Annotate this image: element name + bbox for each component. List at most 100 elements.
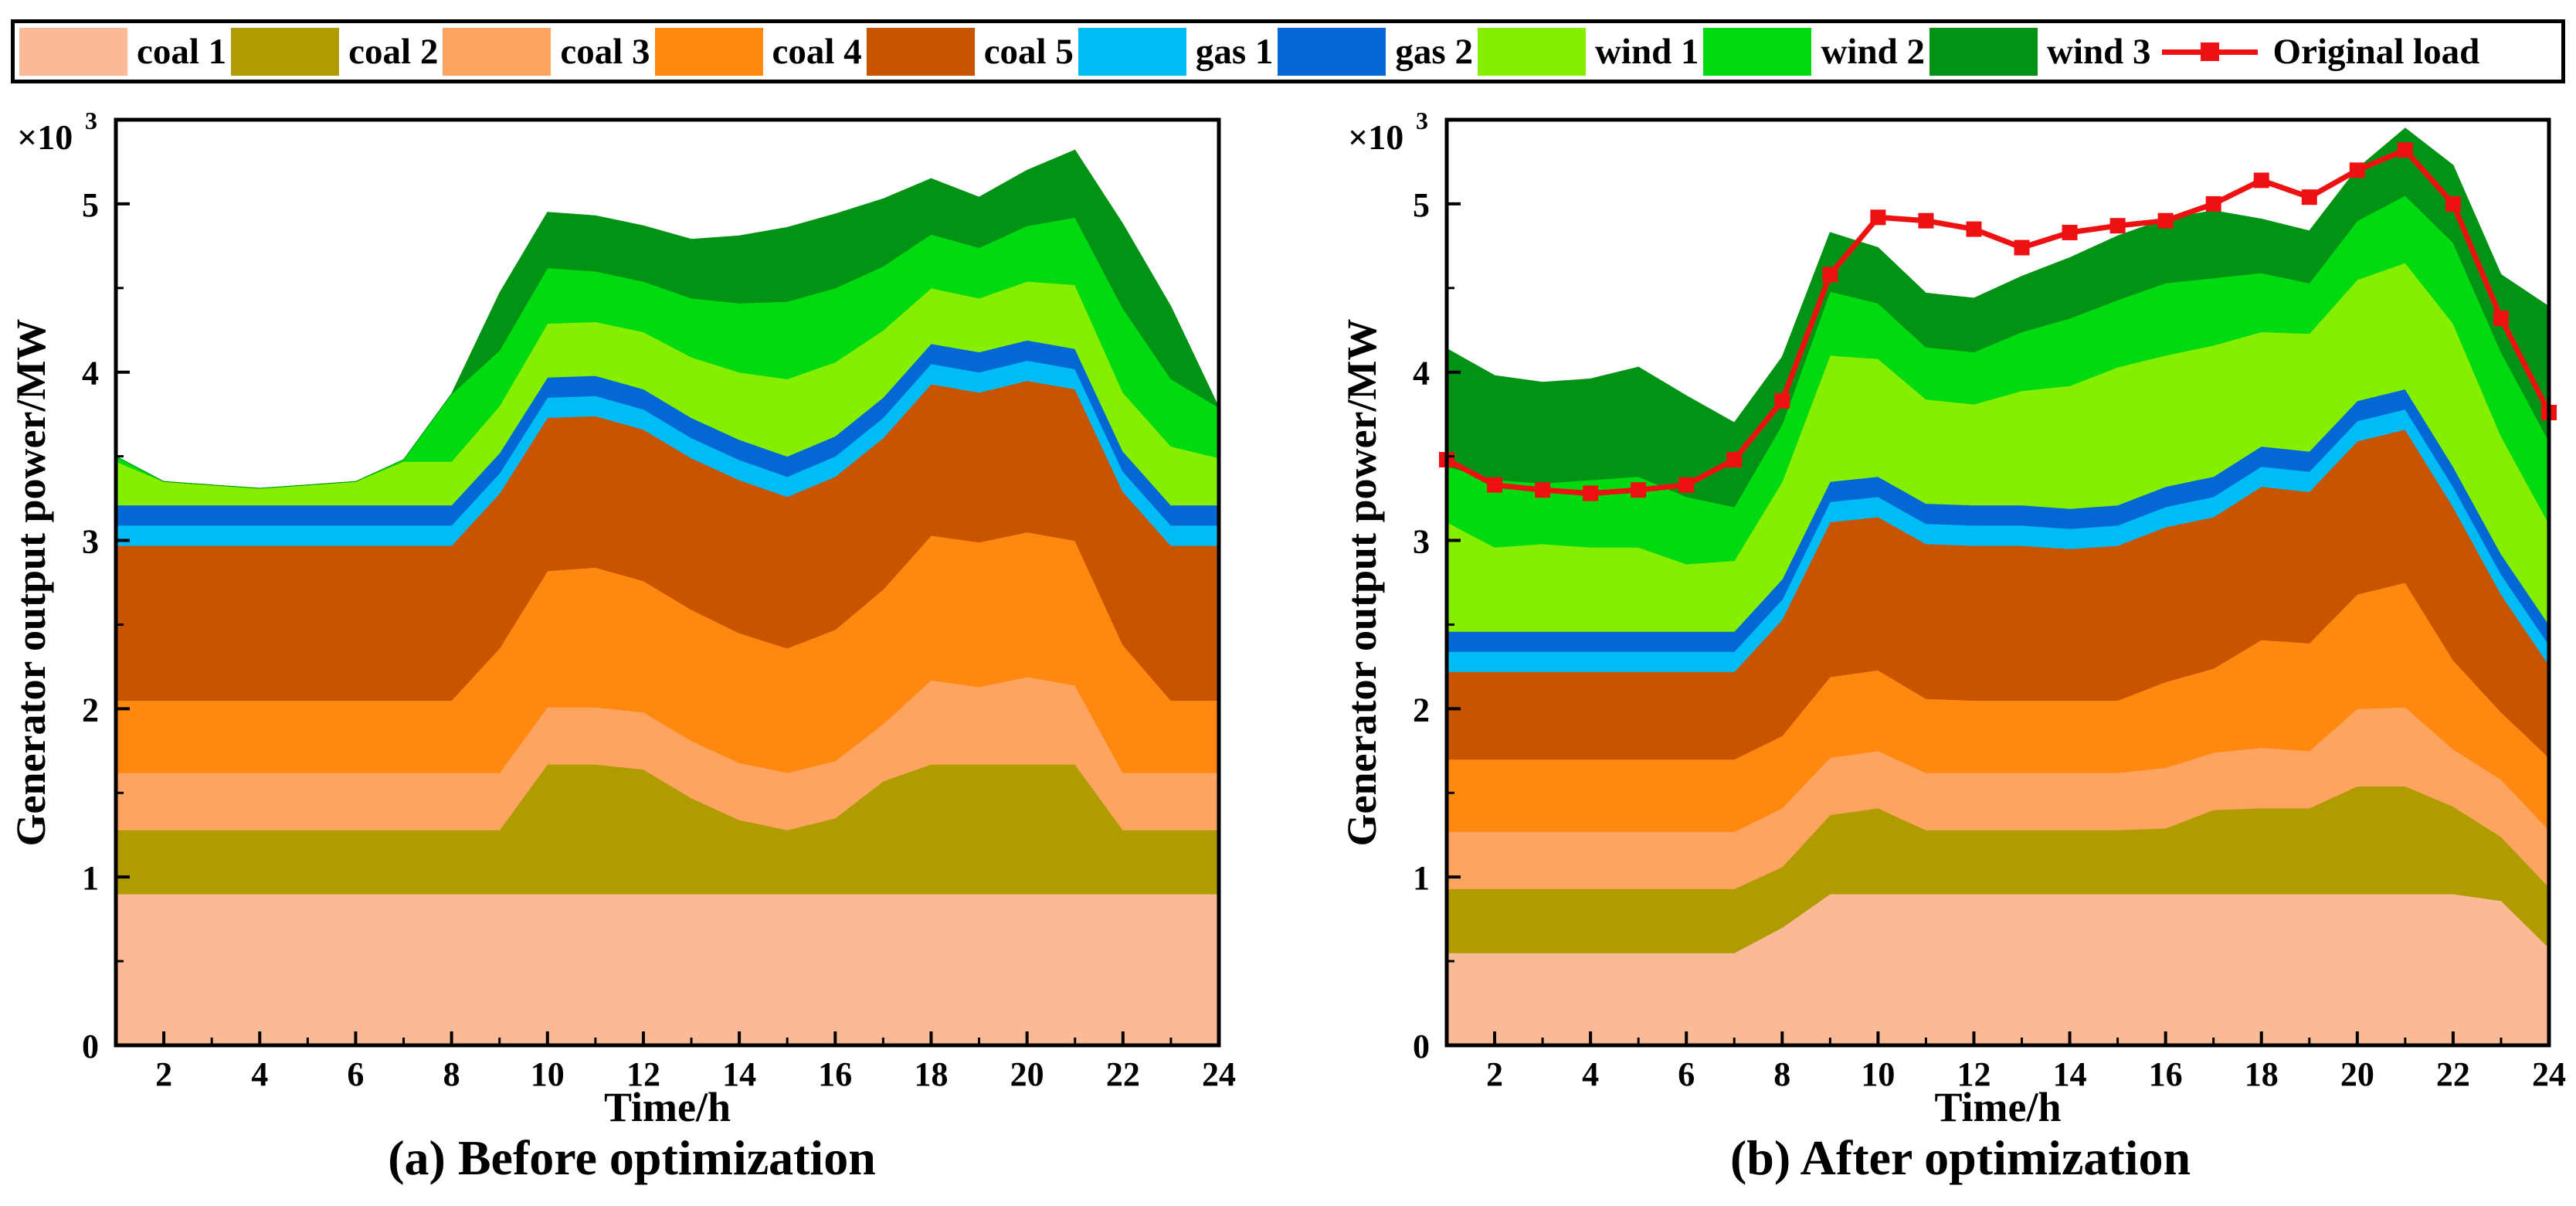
legend-swatch: [654, 27, 763, 76]
legend-label: Original load: [2272, 31, 2480, 72]
legend-item: wind 3: [1929, 23, 2156, 80]
legend: coal 1 coal 2 coal 3 coal 4 coal 5 gas 1 gas 2…: [11, 19, 2565, 83]
y-tick-label: 0: [82, 1028, 99, 1065]
legend-label: coal 3: [560, 31, 650, 72]
axis-multiplier-exponent: 3: [85, 107, 97, 134]
axis-multiplier: ×10: [17, 117, 73, 157]
legend-label: coal 4: [772, 31, 862, 72]
original-load-marker: [1822, 267, 1838, 283]
x-tick-label: 6: [347, 1055, 364, 1093]
axis-multiplier: ×10: [1348, 117, 1403, 157]
original-load-marker: [1535, 482, 1551, 498]
legend-swatch: [1278, 27, 1386, 76]
original-load-marker: [1870, 209, 1886, 226]
y-tick-label: 3: [82, 523, 99, 561]
original-load-marker: [2062, 224, 2078, 240]
legend-label: coal 5: [983, 31, 1074, 72]
y-tick-label: 4: [1413, 355, 1430, 392]
original-load-marker: [2109, 218, 2126, 234]
original-load-marker: [2493, 311, 2509, 327]
x-tick-label: 20: [1010, 1055, 1044, 1093]
legend-label: gas 1: [1195, 31, 1274, 72]
legend-item: coal 2: [231, 23, 443, 80]
legend-label: coal 2: [348, 31, 439, 72]
original-load-marker: [2253, 172, 2269, 189]
x-tick-label: 22: [2436, 1055, 2470, 1093]
x-tick-label: 6: [1678, 1055, 1695, 1093]
legend-item: coal 1: [19, 23, 231, 80]
x-tick-label: 22: [1106, 1055, 1140, 1093]
y-tick-label: 2: [1413, 691, 1430, 729]
x-tick-label: 20: [2340, 1055, 2374, 1093]
y-tick-label: 1: [82, 859, 99, 897]
legend-swatch: [1477, 27, 1586, 76]
original-load-marker: [1966, 221, 1982, 237]
axis-multiplier-exponent: 3: [1416, 107, 1428, 134]
plot-frame: [1444, 117, 2551, 1048]
original-load-marker: [2301, 189, 2317, 206]
legend-item: gas 1: [1078, 23, 1278, 80]
x-tick-label: 8: [1773, 1055, 1790, 1093]
y-tick-label: 4: [82, 355, 99, 392]
legend-swatch: [866, 27, 975, 76]
legend-swatch: [1703, 27, 1812, 76]
original-load-marker: [1726, 451, 1743, 467]
legend-item: coal 4: [654, 23, 867, 80]
x-tick-label: 16: [2149, 1055, 2183, 1093]
original-load-marker: [1774, 392, 1790, 409]
x-tick-label: 18: [914, 1055, 948, 1093]
x-tick-label: 4: [251, 1055, 268, 1093]
x-tick-label: 2: [155, 1055, 172, 1093]
legend-label: gas 2: [1395, 31, 1473, 72]
x-tick-label: 8: [443, 1055, 460, 1093]
x-tick-label: 10: [531, 1055, 565, 1093]
legend-swatch: [443, 27, 552, 76]
legend-label: wind 2: [1821, 31, 1926, 72]
y-tick-label: 0: [1413, 1028, 1430, 1065]
original-load-marker: [2445, 195, 2461, 212]
legend-item: Original load: [2156, 23, 2485, 80]
legend-line-marker: [2156, 28, 2264, 76]
x-tick-label: 12: [1957, 1055, 1991, 1093]
original-load-marker: [2014, 240, 2030, 256]
legend-item: gas 2: [1278, 23, 1478, 80]
legend-item: coal 3: [443, 23, 654, 80]
y-axis-label: Generator output power/MW: [8, 319, 54, 847]
legend-label: wind 1: [1594, 31, 1699, 72]
y-tick-label: 1: [1413, 859, 1430, 897]
x-tick-label: 24: [2532, 1055, 2566, 1093]
x-tick-label: 2: [1486, 1055, 1503, 1093]
x-tick-label: 14: [2053, 1055, 2087, 1093]
legend-swatch: [231, 27, 340, 76]
y-tick-label: 5: [1413, 186, 1430, 224]
x-tick-label: 12: [626, 1055, 660, 1093]
x-tick-label: 18: [2245, 1055, 2279, 1093]
y-tick-label: 5: [82, 186, 99, 224]
original-load-line: [1445, 147, 2552, 497]
x-tick-label: 14: [722, 1055, 756, 1093]
legend-swatch: [1078, 27, 1186, 76]
original-load-marker: [2157, 212, 2174, 229]
legend-item: wind 1: [1477, 23, 1704, 80]
legend-item: coal 5: [866, 23, 1078, 80]
legend-label: wind 3: [2047, 31, 2151, 72]
legend-label: coal 1: [137, 31, 227, 72]
y-axis-label: Generator output power/MW: [1339, 319, 1385, 847]
y-tick-label: 3: [1413, 523, 1430, 561]
x-tick-label: 16: [818, 1055, 852, 1093]
original-load-marker: [1487, 477, 1503, 493]
original-load-marker: [1631, 482, 1647, 498]
original-load-marker: [2349, 162, 2365, 178]
legend-swatch: [1929, 27, 2038, 76]
x-tick-label: 4: [1582, 1055, 1599, 1093]
subplot-a-caption: (a) Before optimization: [388, 1130, 876, 1185]
x-axis-label: Time/h: [604, 1084, 731, 1130]
x-axis-label: Time/h: [1934, 1084, 2061, 1130]
original-load-marker: [2205, 195, 2221, 212]
y-tick-label: 2: [82, 691, 99, 729]
original-load-marker: [1678, 477, 1695, 493]
x-tick-label: 10: [1861, 1055, 1895, 1093]
